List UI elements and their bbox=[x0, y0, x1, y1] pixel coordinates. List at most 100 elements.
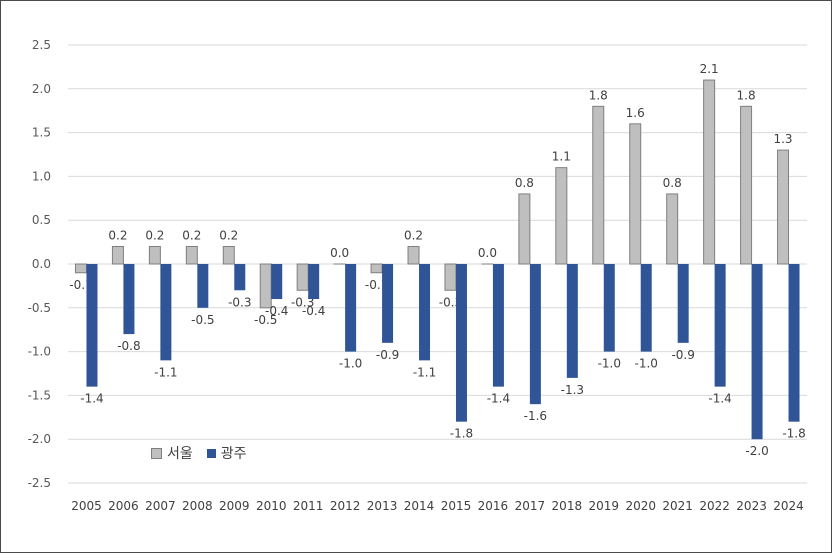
data-label-series-2: -1.4 bbox=[487, 392, 510, 406]
bar-series-2 bbox=[530, 264, 541, 404]
bar-series-1 bbox=[667, 194, 678, 264]
bar-series-1 bbox=[556, 168, 567, 264]
bar-series-2 bbox=[419, 264, 430, 360]
bar-series-1 bbox=[75, 264, 86, 273]
data-label-series-2: -2.0 bbox=[745, 444, 768, 458]
y-tick-label: 1.0 bbox=[32, 169, 51, 183]
bar-series-1 bbox=[630, 124, 641, 264]
y-tick-label: -0.5 bbox=[28, 301, 51, 315]
bar-series-2 bbox=[789, 264, 800, 422]
bar-series-2 bbox=[604, 264, 615, 352]
bar-series-1 bbox=[408, 246, 419, 264]
bar-series-1 bbox=[519, 194, 530, 264]
y-tick-label: 1.5 bbox=[32, 126, 51, 140]
data-label-series-2: -1.8 bbox=[450, 427, 473, 441]
data-label-series-2: -0.9 bbox=[376, 348, 399, 362]
data-label-series-1: 1.3 bbox=[773, 132, 792, 146]
bar-series-2 bbox=[715, 264, 726, 387]
bar-series-1 bbox=[186, 246, 197, 264]
data-label-series-2: -1.4 bbox=[708, 392, 731, 406]
bar-series-1 bbox=[741, 106, 752, 264]
data-label-series-2: -1.3 bbox=[561, 383, 584, 397]
bar-series-2 bbox=[197, 264, 208, 308]
bar-series-1 bbox=[297, 264, 308, 290]
y-tick-label: 0.0 bbox=[32, 257, 51, 271]
bar-series-2 bbox=[567, 264, 578, 378]
data-label-series-1: 0.8 bbox=[663, 176, 682, 190]
bar-series-1 bbox=[704, 80, 715, 264]
data-label-series-2: -0.3 bbox=[228, 295, 251, 309]
data-label-series-2: -1.6 bbox=[524, 409, 547, 423]
bar-series-2 bbox=[234, 264, 245, 290]
data-label-series-1: 1.6 bbox=[626, 106, 645, 120]
data-label-series-1: 0.2 bbox=[108, 228, 127, 242]
data-label-series-2: -1.0 bbox=[598, 357, 621, 371]
bar-series-2 bbox=[493, 264, 504, 387]
x-tick-label: 2014 bbox=[404, 499, 435, 513]
y-tick-label: -2.0 bbox=[28, 432, 51, 446]
data-label-series-2: -1.8 bbox=[782, 427, 805, 441]
y-tick-label: -2.5 bbox=[28, 476, 51, 490]
data-label-series-1: 1.1 bbox=[552, 150, 571, 164]
bar-series-2 bbox=[345, 264, 356, 352]
legend: 서울 광주 bbox=[151, 443, 261, 463]
x-tick-label: 2020 bbox=[625, 499, 656, 513]
data-label-series-1: 0.2 bbox=[182, 228, 201, 242]
data-label-series-2: -1.1 bbox=[413, 365, 436, 379]
legend-label-series-1: 서울 bbox=[167, 443, 193, 463]
bar-series-2 bbox=[86, 264, 97, 387]
bar-series-1 bbox=[778, 150, 789, 264]
x-tick-label: 2019 bbox=[589, 499, 620, 513]
x-tick-label: 2007 bbox=[145, 499, 176, 513]
bar-series-2 bbox=[456, 264, 467, 422]
bar-series-2 bbox=[123, 264, 134, 334]
x-tick-label: 2016 bbox=[478, 499, 509, 513]
data-label-series-2: -1.0 bbox=[339, 357, 362, 371]
bar-series-2 bbox=[271, 264, 282, 299]
bar-series-1 bbox=[593, 106, 604, 264]
data-label-series-2: -0.5 bbox=[191, 313, 214, 327]
bar-series-1 bbox=[445, 264, 456, 290]
x-tick-label: 2021 bbox=[662, 499, 693, 513]
x-tick-label: 2022 bbox=[699, 499, 730, 513]
y-tick-label: 2.5 bbox=[32, 38, 51, 52]
data-label-series-1: 0.2 bbox=[145, 228, 164, 242]
legend-swatch-series-2 bbox=[207, 449, 216, 458]
bar-series-1 bbox=[371, 264, 382, 273]
data-label-series-1: 0.0 bbox=[478, 246, 497, 260]
x-tick-label: 2009 bbox=[219, 499, 250, 513]
data-label-series-2: -0.9 bbox=[671, 348, 694, 362]
bar-series-1 bbox=[149, 246, 160, 264]
x-tick-label: 2017 bbox=[515, 499, 546, 513]
bar-series-2 bbox=[641, 264, 652, 352]
x-tick-label: 2006 bbox=[108, 499, 139, 513]
x-tick-label: 2011 bbox=[293, 499, 324, 513]
x-tick-label: 2024 bbox=[773, 499, 804, 513]
x-tick-label: 2018 bbox=[552, 499, 583, 513]
bar-series-2 bbox=[160, 264, 171, 360]
x-tick-label: 2008 bbox=[182, 499, 213, 513]
legend-item-series-2: 광주 bbox=[207, 443, 247, 463]
x-tick-label: 2013 bbox=[367, 499, 398, 513]
x-tick-label: 2012 bbox=[330, 499, 361, 513]
bar-series-1 bbox=[260, 264, 271, 308]
y-tick-label: 2.0 bbox=[32, 82, 51, 96]
data-label-series-2: -0.4 bbox=[302, 304, 325, 318]
x-tick-label: 2015 bbox=[441, 499, 472, 513]
data-label-series-1: 0.8 bbox=[515, 176, 534, 190]
data-label-series-1: 1.8 bbox=[589, 88, 608, 102]
bar-series-2 bbox=[382, 264, 393, 343]
x-tick-label: 2023 bbox=[736, 499, 767, 513]
data-label-series-1: 0.2 bbox=[219, 228, 238, 242]
data-label-series-2: -1.1 bbox=[154, 365, 177, 379]
x-tick-label: 2005 bbox=[71, 499, 102, 513]
data-label-series-1: 1.8 bbox=[737, 88, 756, 102]
data-label-series-2: -1.0 bbox=[635, 357, 658, 371]
legend-label-series-2: 광주 bbox=[221, 443, 247, 463]
data-label-series-1: 2.1 bbox=[700, 62, 719, 76]
bar-series-1 bbox=[223, 246, 234, 264]
data-label-series-1: 0.2 bbox=[404, 228, 423, 242]
y-tick-label: 0.5 bbox=[32, 213, 51, 227]
